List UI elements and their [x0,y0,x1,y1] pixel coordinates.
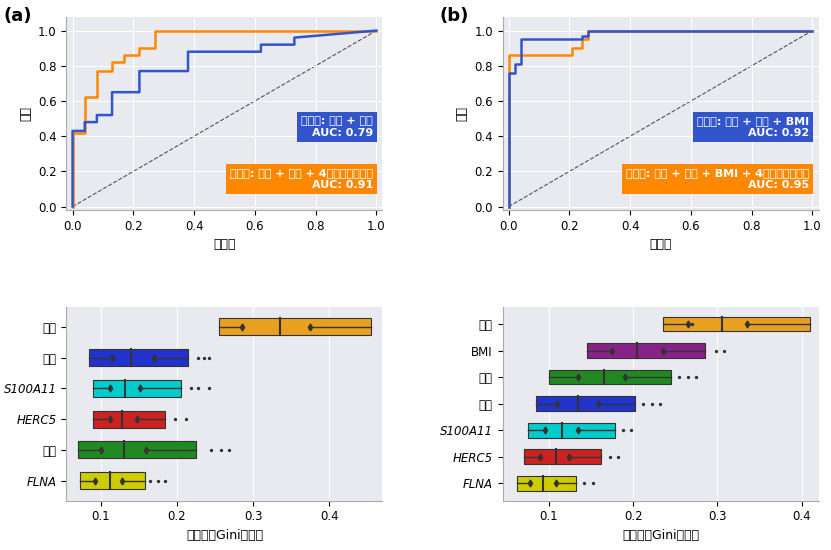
Text: モデル: 年齢 + 性別 + BMI + 4バイオマーカー
AUC: 0.95: モデル: 年齢 + 性別 + BMI + 4バイオマーカー AUC: 0.95 [626,168,809,190]
Bar [662,317,810,332]
Y-axis label: 感度: 感度 [20,106,32,121]
Bar [536,397,635,411]
Bar [89,349,189,366]
Text: (a): (a) [3,7,32,25]
Bar [80,472,145,489]
Text: モデル: 年齢 + 性別
AUC: 0.79: モデル: 年齢 + 性別 AUC: 0.79 [302,116,373,138]
Bar [587,343,705,358]
Bar [93,380,180,397]
Bar [93,411,165,427]
Bar [78,441,196,458]
Bar [219,318,371,336]
Bar [517,476,576,491]
Text: モデル: 年齢 + 性別 + BMI
AUC: 0.92: モデル: 年齢 + 性別 + BMI AUC: 0.92 [697,116,809,138]
X-axis label: 重要度（Gini係数）: 重要度（Gini係数） [186,529,263,542]
X-axis label: 特異度: 特異度 [214,238,236,251]
X-axis label: 重要度（Gini係数）: 重要度（Gini係数） [622,529,699,542]
Bar [528,423,615,437]
Bar [549,370,671,384]
Text: (b): (b) [440,7,469,25]
Y-axis label: 感度: 感度 [455,106,469,121]
Text: モデル: 年齢 + 性別 + 4バイオマーカー
AUC: 0.91: モデル: 年齢 + 性別 + 4バイオマーカー AUC: 0.91 [230,168,373,190]
X-axis label: 特異度: 特異度 [649,238,671,251]
Bar [524,449,601,464]
